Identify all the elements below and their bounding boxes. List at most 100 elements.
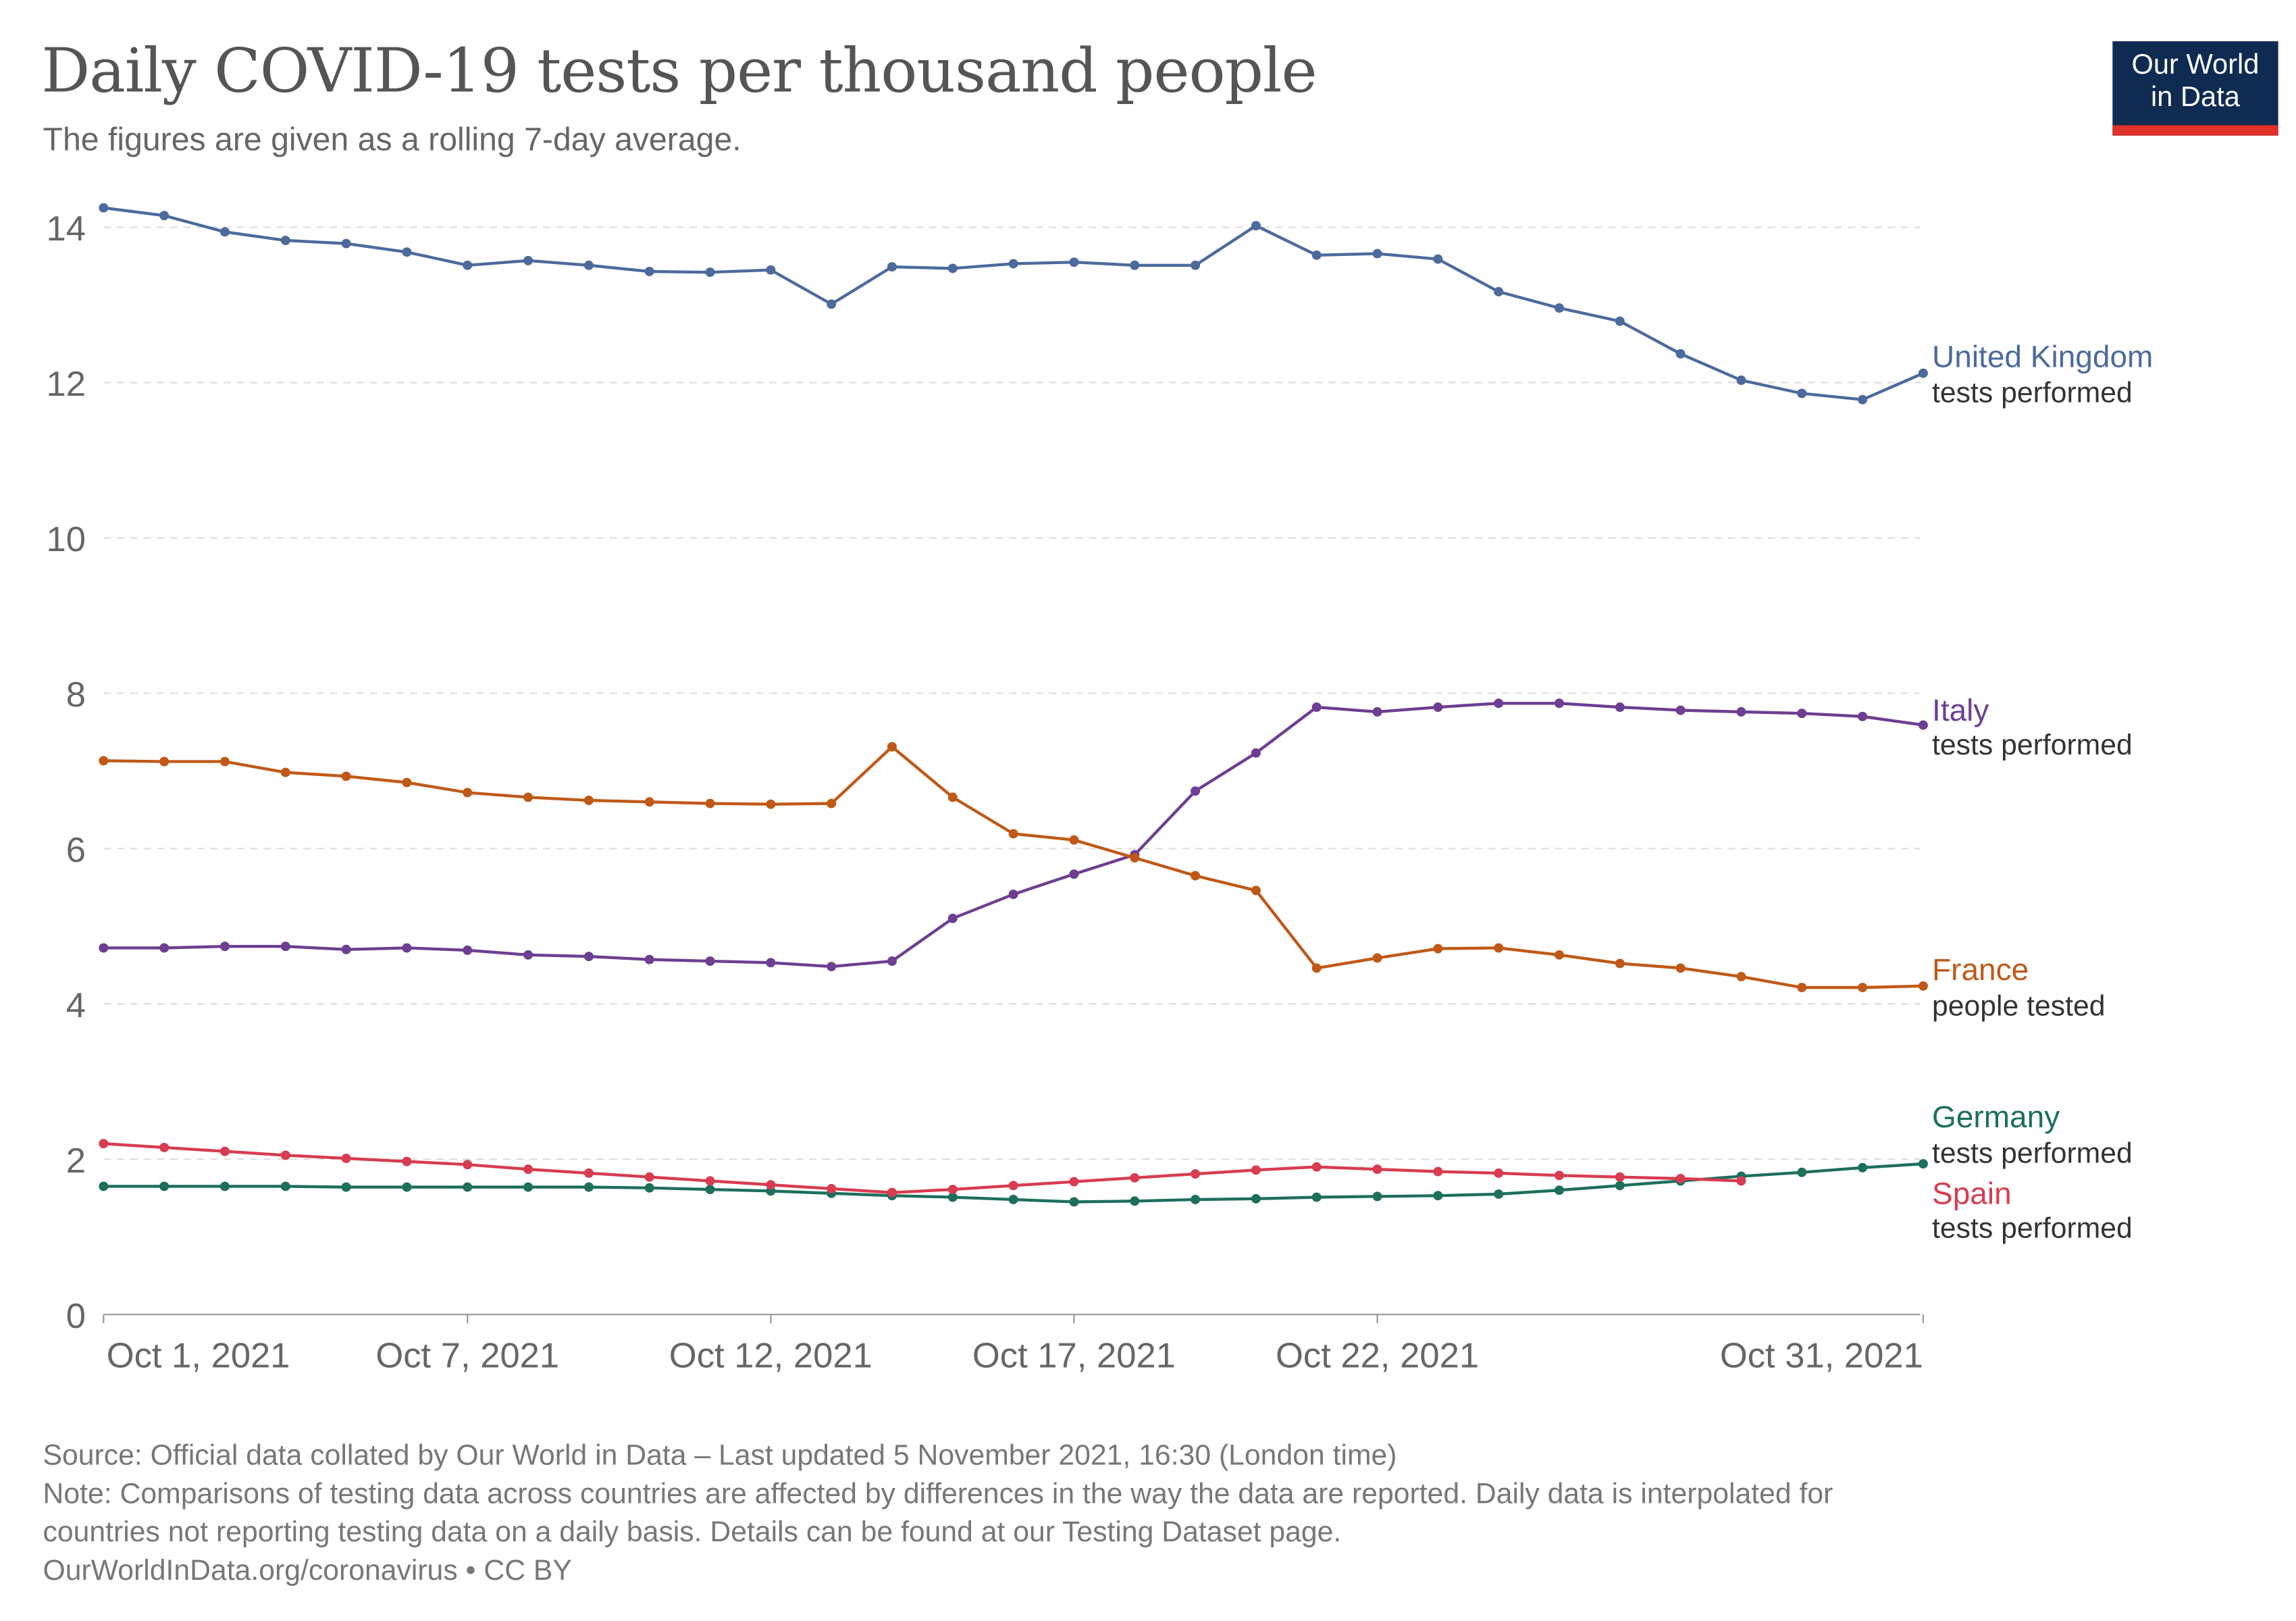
credit-link[interactable]: OurWorldInData.org/coronavirus • CC BY	[43, 1554, 572, 1587]
data-point	[1130, 1196, 1140, 1206]
data-point	[159, 1142, 169, 1152]
data-point	[1069, 1177, 1079, 1187]
data-point	[159, 211, 169, 221]
x-tick-label: Oct 12, 2021	[669, 1337, 872, 1376]
series-label: France	[1932, 952, 2029, 987]
data-point	[523, 792, 533, 802]
y-tick-label: 0	[66, 1297, 86, 1336]
data-point	[1130, 853, 1140, 863]
series-sublabel: tests performed	[1932, 1137, 2133, 1170]
data-point	[1191, 871, 1201, 881]
data-point	[1191, 1195, 1201, 1204]
owid-logo[interactable]: Our World in Data	[2112, 41, 2278, 136]
data-point	[280, 767, 290, 777]
data-point	[523, 950, 533, 960]
data-point	[463, 1160, 473, 1170]
data-point	[280, 942, 290, 952]
data-point	[1372, 249, 1382, 259]
data-point	[1191, 1169, 1201, 1179]
data-point	[887, 956, 897, 966]
data-point	[1494, 698, 1504, 709]
data-point	[1494, 943, 1504, 953]
data-point	[644, 1172, 654, 1182]
data-point	[463, 788, 473, 798]
data-point	[705, 956, 715, 966]
data-point	[402, 777, 412, 788]
series-sublabel: tests performed	[1932, 729, 2133, 761]
data-point	[341, 771, 351, 781]
data-point	[1191, 260, 1201, 270]
data-point	[1554, 1185, 1565, 1195]
data-point	[947, 263, 958, 274]
data-point	[280, 1181, 290, 1191]
data-point	[1069, 869, 1079, 879]
data-point	[766, 799, 776, 809]
data-point	[1494, 286, 1504, 297]
x-tick-label: Oct 17, 2021	[972, 1337, 1176, 1376]
data-point	[1433, 1191, 1443, 1201]
data-point	[402, 943, 412, 953]
data-point	[1251, 1165, 1261, 1175]
data-point	[280, 235, 290, 245]
data-point	[887, 262, 897, 272]
data-point	[1675, 705, 1686, 715]
data-point	[827, 962, 837, 972]
data-point	[523, 1164, 533, 1175]
data-point	[1251, 885, 1261, 896]
data-point	[583, 952, 594, 962]
series-line-united-kingdom	[103, 206, 1924, 401]
y-tick-label: 10	[47, 520, 86, 559]
data-point	[583, 1182, 594, 1192]
series-label: United Kingdom	[1932, 338, 2153, 374]
source-note: Source: Official data collated by Our Wo…	[43, 1439, 1397, 1472]
data-point	[1918, 981, 1928, 991]
x-tick-label: Oct 7, 2021	[375, 1337, 559, 1376]
data-point	[827, 299, 837, 309]
data-point	[1918, 720, 1928, 730]
x-tick-label: Oct 31, 2021	[1720, 1337, 1923, 1376]
data-point	[827, 798, 837, 808]
data-point	[644, 1183, 654, 1193]
data-point	[827, 1183, 837, 1193]
data-point	[341, 238, 351, 249]
data-point	[463, 260, 473, 270]
data-point	[1130, 1173, 1140, 1183]
data-point	[947, 1192, 958, 1202]
data-point	[766, 1180, 776, 1190]
data-point	[1554, 1170, 1565, 1181]
data-point	[402, 1156, 412, 1166]
data-point	[1675, 1173, 1686, 1183]
chart-title: Daily COVID-19 tests per thousand people	[41, 35, 1317, 107]
y-tick-label: 12	[47, 365, 86, 404]
data-point	[1008, 1195, 1018, 1204]
data-point	[766, 265, 776, 275]
data-point	[1736, 375, 1746, 385]
data-point	[1615, 1172, 1625, 1182]
data-point	[1069, 1197, 1079, 1207]
data-point	[1130, 260, 1140, 270]
chart-subtitle: The figures are given as a rolling 7-day…	[43, 120, 741, 158]
data-point	[1008, 829, 1018, 839]
data-point	[1008, 1181, 1018, 1191]
data-point	[219, 1181, 230, 1191]
data-point	[644, 954, 654, 964]
y-tick-label: 8	[66, 675, 86, 715]
data-point	[99, 1139, 109, 1149]
data-point	[1858, 983, 1868, 993]
data-point	[1069, 835, 1079, 845]
data-point	[1433, 944, 1443, 954]
data-point	[523, 255, 533, 265]
series-label: Germany	[1932, 1099, 2060, 1134]
data-point	[1554, 950, 1565, 960]
data-point	[1311, 963, 1322, 973]
data-point	[766, 958, 776, 968]
data-point	[463, 945, 473, 955]
data-point	[1008, 890, 1018, 900]
data-point	[341, 944, 351, 954]
data-point	[1918, 1159, 1928, 1169]
data-point	[219, 227, 230, 237]
data-point	[1675, 349, 1686, 359]
data-point	[1858, 711, 1868, 721]
data-point	[99, 203, 109, 213]
